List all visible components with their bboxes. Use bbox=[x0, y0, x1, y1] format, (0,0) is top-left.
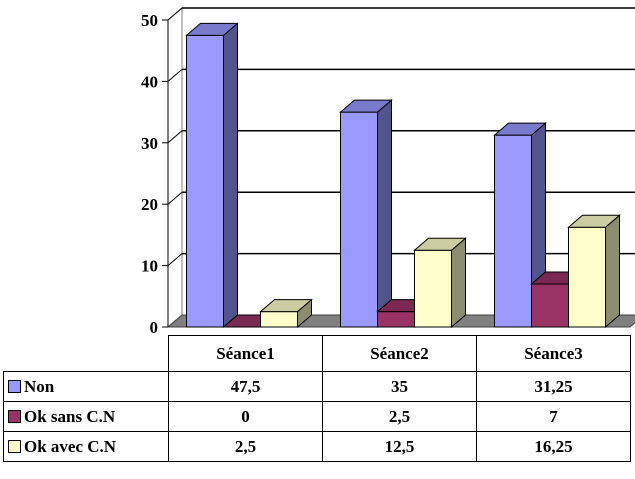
bar-front bbox=[378, 312, 415, 327]
bar-side bbox=[378, 100, 392, 327]
y-tick-label: 20 bbox=[141, 195, 158, 214]
category-label: Séance2 bbox=[323, 336, 477, 372]
legend-label: Non bbox=[24, 377, 54, 396]
table-cell: 35 bbox=[323, 372, 477, 402]
category-label: Séance3 bbox=[477, 336, 631, 372]
table-cell: 2,5 bbox=[323, 402, 477, 432]
table-cell: 12,5 bbox=[323, 432, 477, 462]
legend-label: Ok avec C.N bbox=[24, 437, 116, 456]
bar-side bbox=[452, 238, 466, 327]
data-table: Séance1 Séance2 Séance3 Non 47,5 35 31,2… bbox=[3, 335, 631, 462]
bar-front bbox=[341, 112, 378, 327]
y-tick-label: 10 bbox=[141, 257, 158, 276]
bar-front bbox=[261, 312, 298, 327]
table-cell: 2,5 bbox=[169, 432, 323, 462]
legend-swatch bbox=[8, 440, 21, 453]
legend-label: Ok sans C.N bbox=[24, 407, 115, 426]
category-label: Séance1 bbox=[169, 336, 323, 372]
legend-entry-non: Non bbox=[4, 372, 169, 402]
table-header-row: Séance1 Séance2 Séance3 bbox=[4, 336, 631, 372]
table-cell: 16,25 bbox=[477, 432, 631, 462]
table-cell: 7 bbox=[477, 402, 631, 432]
bar-front bbox=[532, 284, 569, 327]
table-row: Non 47,5 35 31,25 bbox=[4, 372, 631, 402]
table-cell: 47,5 bbox=[169, 372, 323, 402]
legend-entry-ok-sans: Ok sans C.N bbox=[4, 402, 169, 432]
table-cell: 31,25 bbox=[477, 372, 631, 402]
bar-front bbox=[187, 35, 224, 327]
y-tick-label: 30 bbox=[141, 134, 158, 153]
table-cell: 0 bbox=[169, 402, 323, 432]
back-wall bbox=[182, 8, 635, 315]
y-tick-label: 50 bbox=[141, 11, 158, 30]
legend-entry-ok-avec: Ok avec C.N bbox=[4, 432, 169, 462]
y-tick-label: 40 bbox=[141, 72, 158, 91]
table-corner bbox=[4, 336, 169, 372]
side-wall bbox=[168, 8, 182, 327]
bar-front bbox=[415, 250, 452, 327]
table-row: Ok sans C.N 0 2,5 7 bbox=[4, 402, 631, 432]
legend-swatch bbox=[8, 380, 21, 393]
bar-side bbox=[606, 215, 620, 327]
bar-front bbox=[569, 227, 606, 327]
bar-front bbox=[495, 135, 532, 327]
table-row: Ok avec C.N 2,5 12,5 16,25 bbox=[4, 432, 631, 462]
bar-side bbox=[224, 23, 238, 327]
legend-swatch bbox=[8, 410, 21, 423]
